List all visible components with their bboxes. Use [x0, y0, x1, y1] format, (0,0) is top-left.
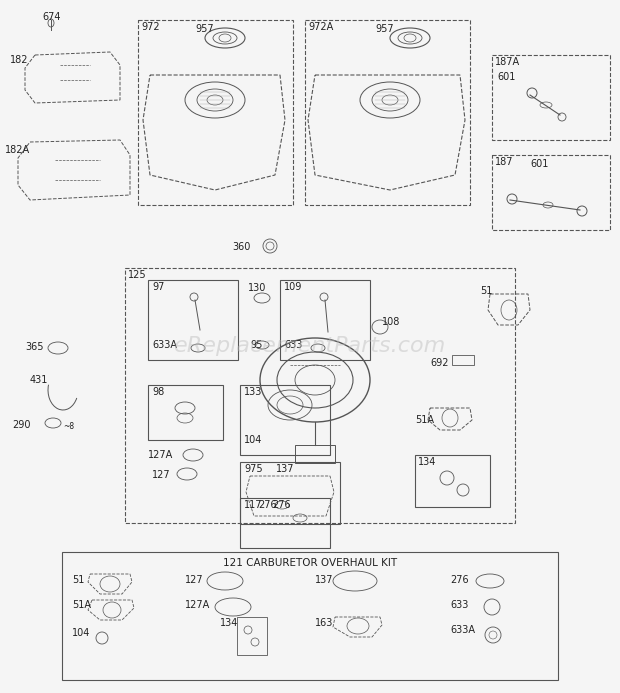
Bar [492, 55, 610, 140]
Bar [237, 617, 267, 655]
Text: 51: 51 [480, 286, 492, 296]
Bar [240, 462, 340, 524]
Bar [295, 445, 335, 463]
Text: 276: 276 [450, 575, 469, 585]
Text: 633A: 633A [152, 340, 177, 350]
Text: 187: 187 [495, 157, 513, 167]
Bar [138, 20, 293, 205]
Text: eReplacementParts.com: eReplacementParts.com [174, 337, 446, 356]
Bar [240, 385, 330, 455]
Text: 674: 674 [42, 12, 61, 22]
Text: 51A: 51A [72, 600, 91, 610]
Bar [452, 355, 474, 365]
Text: 187A: 187A [495, 57, 520, 67]
Text: 290: 290 [12, 420, 30, 430]
Text: 633: 633 [284, 340, 303, 350]
Bar [148, 385, 223, 440]
Text: 127: 127 [185, 575, 203, 585]
Text: 360: 360 [232, 242, 250, 252]
Text: 365: 365 [25, 342, 43, 352]
Text: 975: 975 [244, 464, 263, 474]
Text: 108: 108 [382, 317, 401, 327]
Text: 134: 134 [220, 618, 238, 628]
Text: 125: 125 [128, 270, 146, 280]
Text: 117: 117 [244, 500, 262, 510]
Bar [280, 280, 370, 360]
Text: 957: 957 [195, 24, 214, 34]
Bar [492, 155, 610, 230]
Text: 51: 51 [72, 575, 84, 585]
Text: 127: 127 [152, 470, 171, 480]
Text: 127A: 127A [148, 450, 173, 460]
Text: 137: 137 [315, 575, 334, 585]
Text: 431: 431 [30, 375, 48, 385]
Text: 972A: 972A [308, 22, 334, 32]
Bar [62, 552, 558, 680]
Bar [305, 20, 470, 205]
Bar [415, 455, 490, 507]
Text: 104: 104 [244, 435, 262, 445]
Text: 692: 692 [430, 358, 448, 368]
Text: 601: 601 [530, 159, 548, 169]
Bar [240, 498, 330, 548]
Text: 182A: 182A [5, 145, 30, 155]
Bar [148, 280, 238, 360]
Text: 276: 276 [272, 500, 291, 510]
Text: 127A: 127A [185, 600, 210, 610]
Text: 163: 163 [315, 618, 334, 628]
Text: 130: 130 [248, 283, 267, 293]
Text: 137: 137 [276, 464, 294, 474]
Text: 972: 972 [141, 22, 159, 32]
Text: 109: 109 [284, 282, 303, 292]
Bar [125, 268, 515, 523]
Text: ~8: ~8 [63, 422, 74, 431]
Text: 121 CARBURETOR OVERHAUL KIT: 121 CARBURETOR OVERHAUL KIT [223, 558, 397, 568]
Text: 957: 957 [375, 24, 394, 34]
Text: 182: 182 [10, 55, 29, 65]
Text: 276: 276 [258, 500, 277, 510]
Text: 51A: 51A [415, 415, 434, 425]
Text: 633: 633 [450, 600, 468, 610]
Text: 134: 134 [418, 457, 436, 467]
Text: 97: 97 [152, 282, 164, 292]
Text: 104: 104 [72, 628, 91, 638]
Text: 601: 601 [497, 72, 515, 82]
Text: 95: 95 [250, 340, 262, 350]
Text: 133: 133 [244, 387, 262, 397]
Text: 98: 98 [152, 387, 164, 397]
Text: 633A: 633A [450, 625, 475, 635]
